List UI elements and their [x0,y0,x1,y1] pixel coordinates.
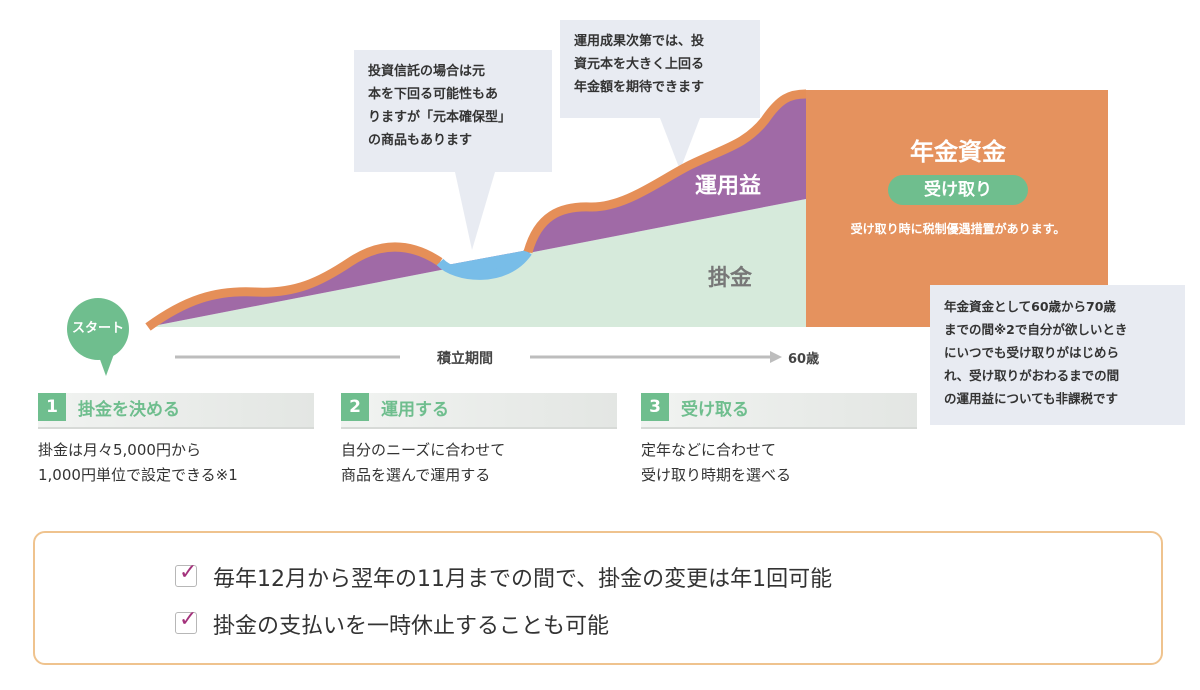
callout-tax-exempt: 年金資金として60歳から70歳 までの間※2で自分が欲しいとき にいつでも受け取… [930,285,1185,425]
callout-line: 運用成果次第では、投 [574,34,705,49]
profit-area [148,94,806,327]
fund-title: 年金資金 [910,138,1006,166]
start-bubble-tail [98,354,114,376]
profit-label: 運用益 [695,174,762,199]
callout-line: 年金額を期待できます [574,80,705,95]
step-1: 1 掛金を決める [38,393,314,429]
callout-line: の運用益についても非課税です [944,391,1119,406]
growth-outline-rise [523,89,807,254]
step-desc-line: 定年などに合わせて [641,441,777,459]
step-underline [641,427,917,429]
step-3: 3 受け取る [641,393,917,429]
step-number: 2 [341,393,369,421]
callout-line: 本を下回る可能性もあ [368,87,499,102]
step-underline [38,427,314,429]
callout-returns: 運用成果次第では、投 資元本を大きく上回る 年金額を期待できます [560,20,760,118]
age-label: 60歳 [788,352,820,367]
notes-box: ✓ 毎年12月から翌年の11月までの間で、掛金の変更は年1回可能 ✓ 掛金の支払… [33,531,1163,665]
loss-area [447,250,528,276]
callout-tail-investment-trust [455,172,495,250]
tax-note: 受け取り時に税制優遇措置があります。 [850,222,1066,236]
step-2-description: 自分のニーズに合わせて 商品を選んで運用する [341,438,505,488]
step-2: 2 運用する [341,393,617,429]
callout-line: の商品もあります [368,133,473,148]
receive-badge: 受け取り [888,175,1028,205]
callout-line: りますが「元本確保型」 [368,110,512,125]
step-title: 受け取る [681,400,749,420]
step-title: 掛金を決める [78,400,180,420]
step-1-description: 掛金は月々5,000円から 1,000円単位で設定できる※1 [38,438,238,488]
step-desc-line: 1,000円単位で設定できる※1 [38,466,238,484]
note-text: 掛金の支払いを一時休止することも可能 [213,614,610,639]
period-label: 積立期間 [400,348,530,368]
note-text: 毎年12月から翌年の11月までの間で、掛金の変更は年1回可能 [213,567,833,592]
step-number: 3 [641,393,669,421]
check-icon: ✓ [175,560,197,587]
step-underline [341,427,617,429]
callout-line: にいつでも受け取りがはじめら [944,345,1120,360]
growth-outline [145,242,443,331]
step-desc-line: 自分のニーズに合わせて [341,441,506,459]
step-desc-line: 商品を選んで運用する [341,466,491,484]
callout-tail-returns [660,118,700,170]
step-3-description: 定年などに合わせて 受け取り時期を選べる [641,438,791,488]
callout-line: 投資信託の場合は元 [368,64,486,79]
step-title: 運用する [381,400,449,420]
callout-line: れ、受け取りがおわるまでの間 [944,368,1120,383]
step-desc-line: 受け取り時期を選べる [641,466,792,484]
contribution-label: 掛金 [708,266,753,291]
callout-line: 資元本を大きく上回る [574,57,705,72]
callout-line: までの間※2で自分が欲しいとき [944,322,1128,337]
callout-investment-trust: 投資信託の場合は元 本を下回る可能性もあ りますが「元本確保型」 の商品もありま… [354,50,552,172]
period-arrow-head [770,351,782,363]
step-number: 1 [38,393,66,421]
start-bubble: スタート [67,298,129,360]
step-desc-line: 掛金は月々5,000円から [38,441,201,459]
growth-outline-dip [436,249,532,280]
callout-line: 年金資金として60歳から70歳 [944,299,1116,314]
check-icon: ✓ [175,607,197,634]
